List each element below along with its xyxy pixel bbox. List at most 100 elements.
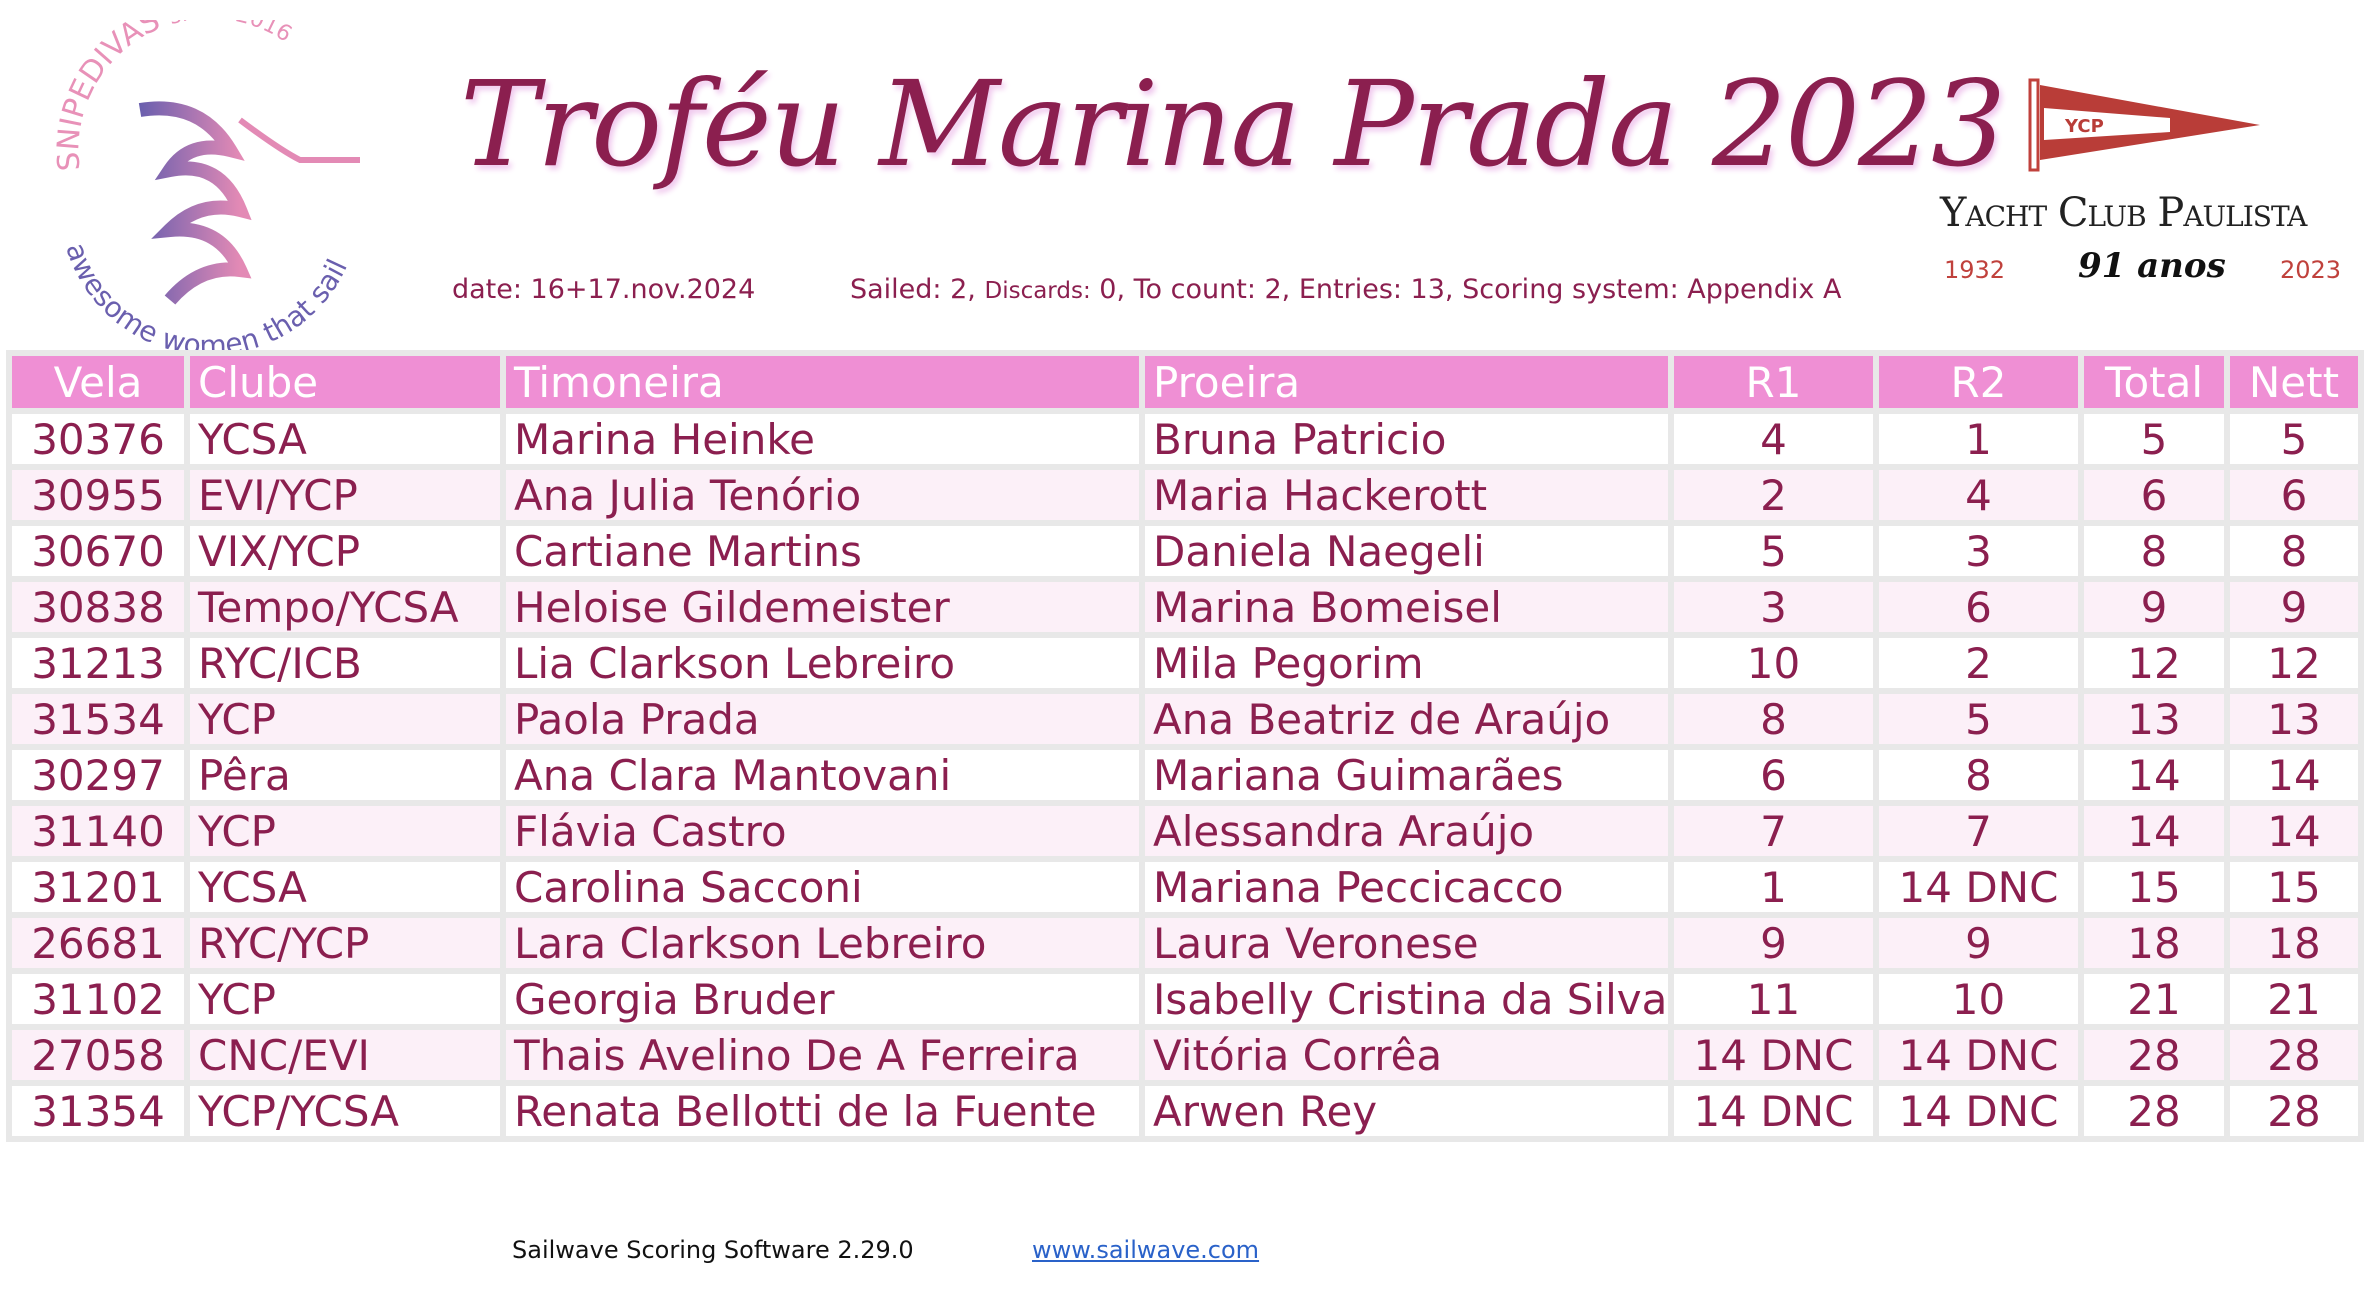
- cell-clube: YCSA: [184, 856, 506, 918]
- cell-proeira: Marina Bomeisel: [1139, 576, 1674, 638]
- cell-proeira: Laura Veronese: [1139, 912, 1674, 974]
- cell-timoneira: Flávia Castro: [500, 800, 1145, 862]
- cell-timoneira: Marina Heinke: [500, 408, 1145, 470]
- sailed-count: Sailed: 2,: [850, 274, 976, 305]
- scoring-details: 0, To count: 2, Entries: 13, Scoring sys…: [1099, 274, 1842, 305]
- cell-total: 28: [2078, 1080, 2230, 1142]
- ycp-anniversary: 91 anos: [2078, 246, 2226, 286]
- cell-vela: 30297: [6, 744, 190, 806]
- cell-timoneira: Renata Bellotti de la Fuente: [500, 1080, 1145, 1142]
- column-header-timoneira: Timoneira: [500, 350, 1145, 414]
- cell-vela: 31102: [6, 968, 190, 1030]
- cell-proeira: Vitória Corrêa: [1139, 1024, 1674, 1086]
- column-header-total: Total: [2078, 350, 2230, 414]
- cell-r2: 3: [1873, 520, 2084, 582]
- svg-text:SNIPEDIVAS since 2016: SNIPEDIVAS since 2016: [51, 20, 296, 172]
- page-title: Troféu Marina Prada 2023: [460, 55, 2006, 193]
- column-header-nett: Nett: [2224, 350, 2364, 414]
- cell-nett: 12: [2224, 632, 2364, 694]
- cell-r2: 14 DNC: [1873, 1080, 2084, 1142]
- cell-total: 5: [2078, 408, 2230, 470]
- cell-total: 14: [2078, 744, 2230, 806]
- cell-r2: 2: [1873, 632, 2084, 694]
- cell-clube: YCP/YCSA: [184, 1080, 506, 1142]
- sailwave-link[interactable]: www.sailwave.com: [1032, 1236, 1260, 1264]
- cell-r1: 9: [1668, 912, 1879, 974]
- cell-r1: 6: [1668, 744, 1879, 806]
- ycp-name: Yacht Club Paulista: [1940, 190, 2307, 236]
- cell-nett: 5: [2224, 408, 2364, 470]
- cell-r1: 11: [1668, 968, 1879, 1030]
- cell-clube: RYC/ICB: [184, 632, 506, 694]
- cell-vela: 30838: [6, 576, 190, 638]
- cell-r2: 14 DNC: [1873, 856, 2084, 918]
- cell-r1: 8: [1668, 688, 1879, 750]
- cell-nett: 15: [2224, 856, 2364, 918]
- cell-proeira: Arwen Rey: [1139, 1080, 1674, 1142]
- cell-r1: 2: [1668, 464, 1879, 526]
- table-row: 30670 VIX/YCP Cartiane Martins Daniela Naeg…: [6, 520, 2364, 582]
- scoring-summary: Sailed: 2, Discards: 0, To count: 2, Ent…: [850, 274, 1841, 305]
- table-row: 31534 YCP Paola Prada Ana Beatriz de Araújo…: [6, 688, 2364, 750]
- cell-nett: 6: [2224, 464, 2364, 526]
- cell-timoneira: Ana Julia Tenório: [500, 464, 1145, 526]
- cell-timoneira: Paola Prada: [500, 688, 1145, 750]
- software-credit: Sailwave Scoring Software 2.29.0: [512, 1236, 914, 1264]
- cell-timoneira: Ana Clara Mantovani: [500, 744, 1145, 806]
- cell-clube: CNC/EVI: [184, 1024, 506, 1086]
- cell-nett: 14: [2224, 800, 2364, 862]
- cell-clube: YCSA: [184, 408, 506, 470]
- cell-total: 9: [2078, 576, 2230, 638]
- cell-clube: YCP: [184, 800, 506, 862]
- cell-clube: Pêra: [184, 744, 506, 806]
- cell-vela: 26681: [6, 912, 190, 974]
- table-row: 30838 Tempo/YCSA Heloise Gildemeister Marin…: [6, 576, 2364, 638]
- cell-proeira: Ana Beatriz de Araújo: [1139, 688, 1674, 750]
- cell-vela: 31201: [6, 856, 190, 918]
- cell-r2: 6: [1873, 576, 2084, 638]
- cell-total: 28: [2078, 1024, 2230, 1086]
- cell-total: 6: [2078, 464, 2230, 526]
- cell-r2: 8: [1873, 744, 2084, 806]
- cell-nett: 8: [2224, 520, 2364, 582]
- cell-total: 14: [2078, 800, 2230, 862]
- cell-timoneira: Lara Clarkson Lebreiro: [500, 912, 1145, 974]
- cell-r2: 7: [1873, 800, 2084, 862]
- cell-proeira: Mariana Guimarães: [1139, 744, 1674, 806]
- cell-r2: 10: [1873, 968, 2084, 1030]
- table-row: 27058 CNC/EVI Thais Avelino De A Ferreira V…: [6, 1024, 2364, 1086]
- column-header-proeira: Proeira: [1139, 350, 1674, 414]
- cell-total: 21: [2078, 968, 2230, 1030]
- cell-timoneira: Lia Clarkson Lebreiro: [500, 632, 1145, 694]
- cell-r2: 1: [1873, 408, 2084, 470]
- cell-timoneira: Cartiane Martins: [500, 520, 1145, 582]
- cell-r2: 4: [1873, 464, 2084, 526]
- cell-r2: 5: [1873, 688, 2084, 750]
- snipedivas-logo: SNIPEDIVAS since 2016 awesome women that…: [51, 20, 360, 350]
- cell-proeira: Mariana Peccicacco: [1139, 856, 1674, 918]
- ycp-pennant-logo: YCP: [2028, 78, 2260, 172]
- table-row: 26681 RYC/YCP Lara Clarkson Lebreiro Laura …: [6, 912, 2364, 974]
- cell-nett: 21: [2224, 968, 2364, 1030]
- cell-clube: VIX/YCP: [184, 520, 506, 582]
- table-row: 31102 YCP Georgia Bruder Isabelly Cristina …: [6, 968, 2364, 1030]
- table-row: 31201 YCSA Carolina Sacconi Mariana Peccica…: [6, 856, 2364, 918]
- column-header-r2: R2: [1873, 350, 2084, 414]
- results-table: Vela Clube Timoneira Proeira R1 R2 Total Nett 3…: [6, 350, 2364, 1142]
- column-header-clube: Clube: [184, 350, 506, 414]
- cell-clube: Tempo/YCSA: [184, 576, 506, 638]
- cell-r1: 14 DNC: [1668, 1080, 1879, 1142]
- cell-proeira: Bruna Patricio: [1139, 408, 1674, 470]
- cell-r2: 9: [1873, 912, 2084, 974]
- discards-label: Discards:: [984, 278, 1091, 304]
- cell-r1: 10: [1668, 632, 1879, 694]
- cell-clube: EVI/YCP: [184, 464, 506, 526]
- column-header-r1: R1: [1668, 350, 1879, 414]
- cell-total: 18: [2078, 912, 2230, 974]
- cell-proeira: Alessandra Araújo: [1139, 800, 1674, 862]
- cell-vela: 27058: [6, 1024, 190, 1086]
- cell-total: 12: [2078, 632, 2230, 694]
- cell-vela: 30376: [6, 408, 190, 470]
- cell-vela: 31354: [6, 1080, 190, 1142]
- cell-clube: RYC/YCP: [184, 912, 506, 974]
